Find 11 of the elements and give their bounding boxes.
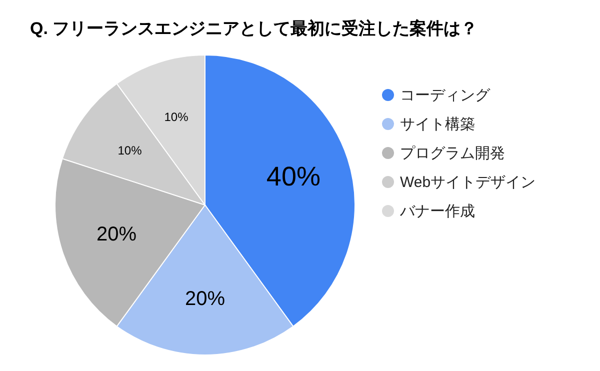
- legend-label: バナー作成: [399, 203, 475, 220]
- data-label: 20%: [96, 224, 137, 246]
- legend-label: Webサイトデザイン: [400, 174, 536, 191]
- legend-label: プログラム開発: [400, 145, 505, 162]
- data-label: 10%: [164, 110, 189, 124]
- chart-title: Q. フリーランスエンジニアとして最初に受注した案件は？: [30, 18, 478, 38]
- data-label: 40%: [266, 162, 320, 192]
- data-label: 10%: [118, 144, 142, 158]
- data-label: 20%: [184, 288, 226, 310]
- legend-label: サイト構築: [400, 116, 475, 133]
- legend-label: コーディング: [400, 87, 491, 104]
